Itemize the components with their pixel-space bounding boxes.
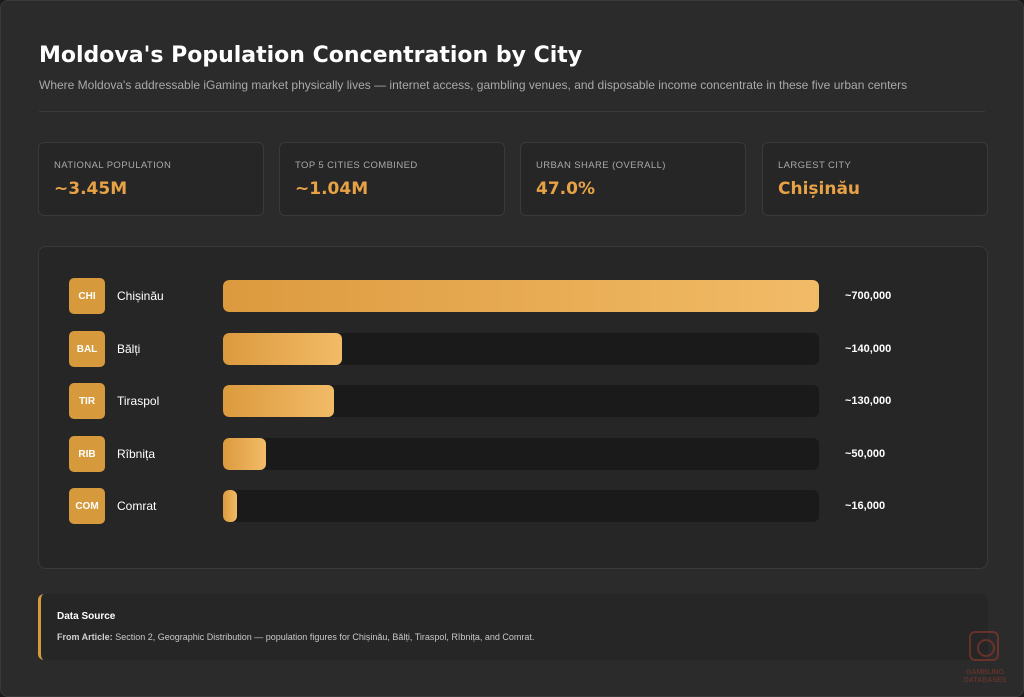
logo-line2: DATABASES (963, 677, 1007, 684)
data-source-text: From Article: Section 2, Geographic Dist… (57, 632, 534, 642)
logo-line1: GAMBLING (965, 669, 1005, 676)
city-code-badge: BAL (69, 331, 105, 367)
stat-value: ~3.45M (54, 179, 128, 199)
page-subtitle: Where Moldova's addressable iGaming mark… (39, 78, 908, 92)
data-source-body: Section 2, Geographic Distribution — pop… (115, 632, 535, 642)
bar-row: COM Comrat ~16,000 (39, 488, 987, 524)
stat-card-urban-share: Urban Share (Overall) 47.0% (520, 142, 746, 216)
stat-label: Largest City (778, 160, 852, 171)
bar-track (223, 385, 819, 417)
bar (223, 438, 266, 470)
stat-label: National Population (54, 160, 172, 171)
bar-row: BAL Bălți ~140,000 (39, 331, 987, 367)
stat-label: Urban Share (Overall) (536, 160, 666, 171)
bar-track (223, 438, 819, 470)
stat-card-largest-city: Largest City Chișinău (762, 142, 988, 216)
stat-value: ~1.04M (295, 179, 369, 199)
city-label: Bălți (117, 342, 141, 356)
city-code-badge: COM (69, 488, 105, 524)
bar (223, 385, 334, 417)
bar-row: TIR Tiraspol ~130,000 (39, 383, 987, 419)
data-source-prefix: From Article: (57, 632, 113, 642)
city-code-badge: TIR (69, 383, 105, 419)
bar-track (223, 280, 819, 312)
bar-value-label: ~16,000 (845, 500, 886, 512)
header-divider (39, 111, 985, 112)
stat-value: Chișinău (778, 179, 861, 199)
bar-row: CHI Chișinău ~700,000 (39, 278, 987, 314)
roulette-icon (969, 631, 999, 661)
bar-track (223, 490, 819, 522)
bar (223, 490, 237, 522)
bar-track (223, 333, 819, 365)
stat-card-top5-cities: Top 5 Cities Combined ~1.04M (279, 142, 505, 216)
bar-chart-panel: CHI Chișinău ~700,000 BAL Bălți ~140,000 TIR Ti… (38, 246, 988, 569)
logo-text: GAMBLING DATABASES (953, 669, 1017, 685)
city-label: Rîbnița (117, 447, 156, 461)
gambling-databases-logo: GAMBLING DATABASES (953, 629, 1017, 693)
bar (223, 333, 342, 365)
bar-value-label: ~130,000 (845, 395, 892, 407)
stat-card-national-population: National Population ~3.45M (38, 142, 264, 216)
city-label: Chișinău (117, 289, 164, 303)
bar (223, 280, 819, 312)
bar-value-label: ~50,000 (845, 448, 886, 460)
data-source-title: Data Source (57, 611, 116, 622)
stat-label: Top 5 Cities Combined (295, 160, 418, 171)
city-code-badge: RIB (69, 436, 105, 472)
bar-value-label: ~140,000 (845, 343, 892, 355)
city-label: Tiraspol (117, 394, 160, 408)
stat-value: 47.0% (536, 179, 595, 199)
city-code-badge: CHI (69, 278, 105, 314)
page-title: Moldova's Population Concentration by Ci… (39, 43, 583, 68)
data-source-panel: Data Source From Article: Section 2, Geo… (38, 594, 988, 660)
city-label: Comrat (117, 499, 157, 513)
bar-value-label: ~700,000 (845, 290, 892, 302)
bar-row: RIB Rîbnița ~50,000 (39, 436, 987, 472)
